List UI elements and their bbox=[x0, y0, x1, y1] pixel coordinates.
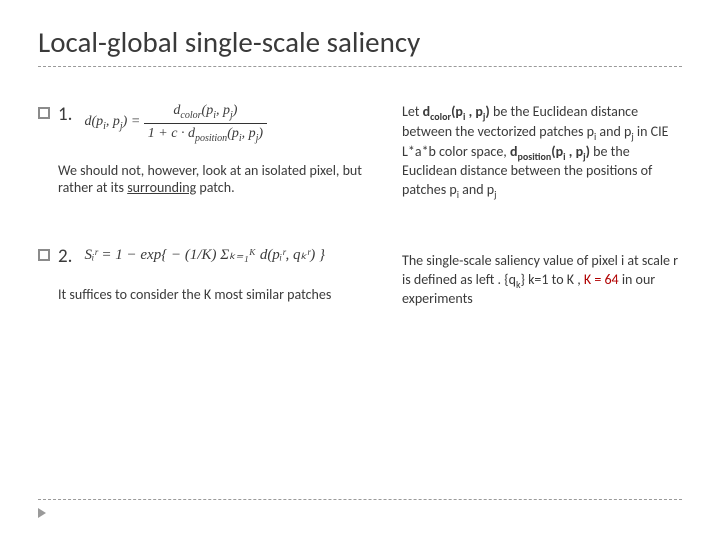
r1-t2m: , p bbox=[566, 143, 583, 160]
item-2: 2. Sᵢʳ = 1 − exp{ − (1/K) Σₖ₌₁ᴷ d(pᵢʳ, q… bbox=[38, 245, 378, 304]
footer-separator bbox=[38, 499, 682, 500]
r1-pre: Let bbox=[402, 103, 423, 120]
item-1-head: 1. d(pi, pj) = dcolor(pi, pj) 1 + c · dp… bbox=[38, 103, 378, 144]
fb-b: (p bbox=[227, 126, 239, 141]
page-title: Local-global single-scale saliency bbox=[38, 24, 682, 60]
item-2-number: 2. bbox=[58, 245, 72, 268]
left-column: 1. d(pi, pj) = dcolor(pi, pj) 1 + c · dp… bbox=[38, 103, 378, 361]
item-1-number: 1. bbox=[58, 103, 72, 126]
n1-post: patch. bbox=[196, 179, 234, 196]
r1-m2a: and p bbox=[459, 181, 494, 198]
fb-a: 1 + c · d bbox=[148, 126, 195, 141]
title-separator bbox=[38, 66, 682, 67]
r2-emph: K = 64 bbox=[584, 271, 619, 288]
r1-t1a: (p bbox=[451, 103, 463, 120]
r1-t2a: (p bbox=[551, 143, 563, 160]
r1-t1m: , p bbox=[465, 103, 482, 120]
fb-d: ) bbox=[258, 126, 263, 141]
footer-arrow-icon bbox=[38, 508, 46, 518]
r1-t2s: position bbox=[517, 149, 551, 162]
item-2-note: It suffices to consider the K most simil… bbox=[38, 286, 378, 304]
r1-m2s2: j bbox=[494, 187, 496, 200]
right-block-2: The single-scale saliency value of pixel… bbox=[402, 252, 682, 308]
ft-c: , p bbox=[216, 103, 230, 118]
r2-l2: } k=1 to K , bbox=[521, 271, 584, 288]
content-area: 1. d(pi, pj) = dcolor(pi, pj) 1 + c · dp… bbox=[38, 103, 682, 361]
item-1: 1. d(pi, pj) = dcolor(pi, pj) 1 + c · dp… bbox=[38, 103, 378, 197]
item-1-note: We should not, however, look at an isola… bbox=[38, 162, 378, 197]
bullet-icon bbox=[38, 107, 50, 119]
right-column: Let dcolor(pi , pj) be the Euclidean dis… bbox=[402, 103, 682, 361]
fb-sa: position bbox=[195, 133, 227, 144]
f1-fraction: dcolor(pi, pj) 1 + c · dposition(pi, pj) bbox=[144, 103, 267, 144]
right-block-1: Let dcolor(pi , pj) be the Euclidean dis… bbox=[402, 103, 682, 200]
f1-lhs-c: ) = bbox=[123, 114, 141, 129]
f1-lhs-b: , p bbox=[106, 114, 120, 129]
n1-u: surrounding bbox=[127, 179, 196, 196]
item-2-formula: Sᵢʳ = 1 − exp{ − (1/K) Σₖ₌₁ᴷ d(pᵢʳ, qₖʳ)… bbox=[84, 245, 325, 264]
r1-t1s: color bbox=[430, 110, 451, 123]
fb-c: , p bbox=[242, 126, 256, 141]
ft-sa: color bbox=[180, 110, 201, 121]
r1-m1a: and p bbox=[596, 123, 631, 140]
ft-d: ) bbox=[233, 103, 238, 118]
bullet-icon bbox=[38, 249, 50, 261]
item-2-head: 2. Sᵢʳ = 1 − exp{ − (1/K) Σₖ₌₁ᴷ d(pᵢʳ, q… bbox=[38, 245, 378, 268]
f1-lhs-a: d(p bbox=[84, 114, 103, 129]
ft-b: (p bbox=[202, 103, 214, 118]
item-1-formula: d(pi, pj) = dcolor(pi, pj) 1 + c · dposi… bbox=[84, 103, 267, 144]
